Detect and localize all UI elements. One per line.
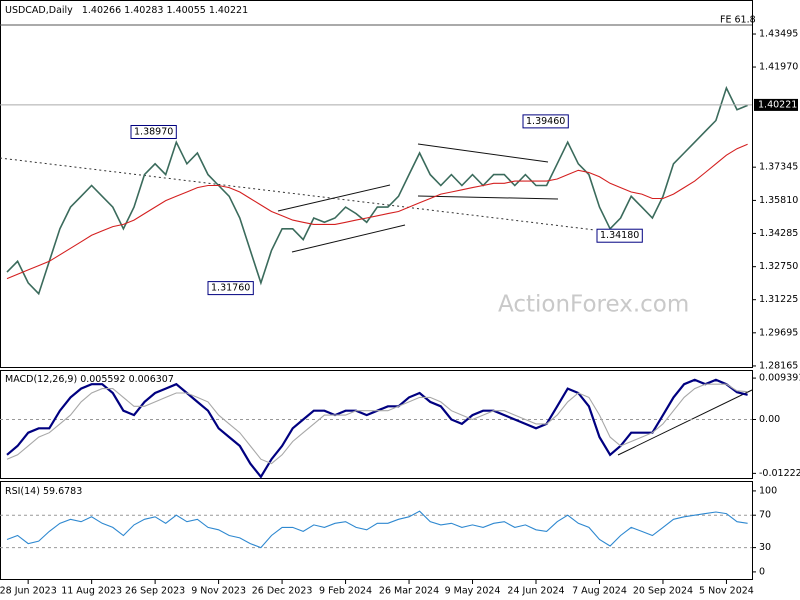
series-line: [6, 143, 748, 280]
y-tick-label: 1.34285: [759, 228, 798, 239]
series-line: [6, 383, 748, 465]
x-tick-label: 26 Mar 2024: [379, 586, 439, 597]
y-tick-label: 1.43495: [759, 29, 798, 40]
series-line: [6, 85, 748, 296]
y-tick-label: 0.00: [759, 414, 780, 425]
y-tick-label: 1.35810: [759, 195, 798, 206]
y-tick-label: 70: [759, 510, 771, 521]
y-tick-label: 1.31225: [759, 294, 798, 305]
x-tick-label: 9 Nov 2023: [191, 586, 246, 597]
rsi-panel: [0, 481, 753, 580]
last-price-label: 1.40221: [758, 99, 797, 110]
y-tick-label: 1.41970: [759, 62, 798, 73]
annotation-label: 1.31760: [211, 283, 250, 294]
macd-panel: [0, 370, 753, 479]
annotation-box: [522, 114, 569, 129]
x-tick-label: 26 Sep 2023: [125, 586, 185, 597]
watermark: ActionForex.com: [498, 292, 689, 318]
annotation-label: 1.39460: [526, 116, 565, 127]
fe-label: FE 61.8: [720, 15, 756, 26]
x-tick-label: 26 Dec 2023: [252, 586, 313, 597]
macd-header: MACD(12,26,9) 0.005592 0.006307: [5, 374, 174, 385]
x-tick-label: 11 Aug 2023: [61, 586, 122, 597]
x-tick-label: 9 May 2024: [445, 586, 501, 597]
rsi-header: RSI(14) 59.6783: [5, 486, 82, 497]
x-tick-label: 20 Sep 2024: [633, 586, 693, 597]
y-tick-label: -0.012225: [759, 468, 800, 479]
y-tick-label: 30: [759, 542, 771, 553]
annotation-label: 1.34180: [600, 230, 639, 241]
y-tick-label: 1.32750: [759, 261, 798, 272]
x-tick-label: 28 Jun 2023: [0, 586, 57, 597]
y-tick-label: 1.28165: [759, 360, 798, 371]
x-tick-label: 24 Jun 2024: [507, 586, 564, 597]
trendlines: [0, 157, 596, 231]
y-tick-label: 0.009391: [759, 373, 800, 384]
y-tick-label: 100: [759, 485, 777, 496]
annotation-box: [207, 281, 254, 296]
series-line: [6, 510, 748, 549]
y-tick-label: 1.29695: [759, 327, 798, 338]
annotation-box: [596, 228, 643, 243]
x-tick-label: 9 Feb 2024: [319, 586, 372, 597]
annotation-label: 1.38970: [134, 126, 173, 137]
header: USDCAD,Daily 1.40266 1.40283 1.40055 1.4…: [5, 5, 248, 16]
x-tick-label: 7 Aug 2024: [572, 586, 627, 597]
annotation-box: [130, 124, 177, 139]
y-tick-label: 0: [759, 566, 765, 577]
y-tick-label: 1.37345: [759, 162, 798, 173]
x-tick-label: 5 Nov 2024: [699, 586, 754, 597]
price-panel: [0, 0, 753, 368]
series-line: [6, 378, 748, 479]
last-price-box: [754, 98, 798, 111]
channels: [277, 143, 753, 456]
